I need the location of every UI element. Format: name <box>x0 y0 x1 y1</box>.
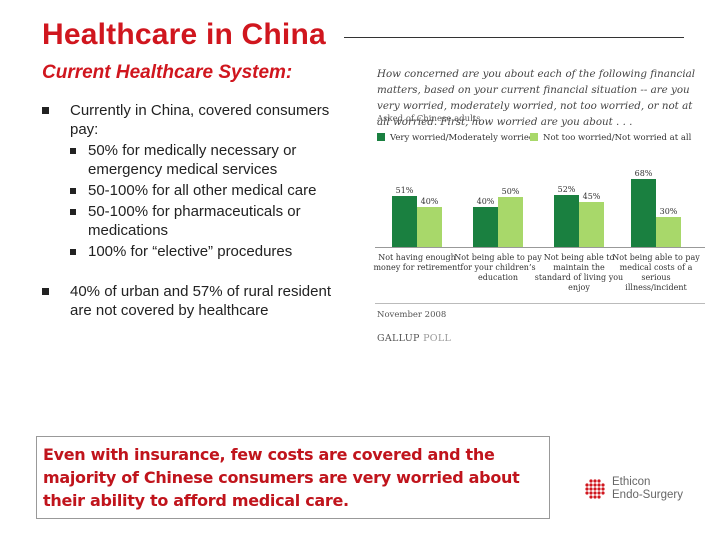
chart-data-label: 40% <box>477 197 495 206</box>
slide-subtitle: Current Healthcare System: <box>42 62 293 83</box>
bullet-text: 40% of urban and 57% of rural resident a… <box>70 283 331 319</box>
chart-bar <box>417 207 442 247</box>
bullet-square-icon <box>70 209 76 215</box>
legend-label: Not too worried/Not worried at all <box>543 133 692 143</box>
bullet-item: Currently in China, covered consumers pa… <box>42 101 342 139</box>
chart-data-label: 51% <box>396 186 414 195</box>
ethicon-logo-icon <box>585 479 605 499</box>
sub-bullet-text: 50-100% for all other medical care <box>88 182 317 199</box>
chart-bar <box>392 196 417 247</box>
source-poll: POLL <box>423 333 452 344</box>
logo-line-1: Ethicon <box>612 476 651 488</box>
slide-title: Healthcare in China <box>42 18 326 51</box>
chart-bar <box>579 202 604 247</box>
bullet-square-icon <box>70 188 76 194</box>
bullet-item: 40% of urban and 57% of rural resident a… <box>42 282 342 320</box>
bullet-text: Currently in China, covered consumers pa… <box>70 102 330 138</box>
chart-data-label: 30% <box>660 207 678 216</box>
chart-bar <box>473 207 498 247</box>
legend-swatch-light <box>530 133 538 141</box>
chart-source: GALLUP POLL <box>377 333 451 344</box>
source-gallup: GALLUP <box>377 333 420 344</box>
chart-data-label: 45% <box>583 192 601 201</box>
chart-data-label: 50% <box>502 187 520 196</box>
legend-item-not-worried: Not too worried/Not worried at all <box>530 133 691 143</box>
chart-category-label: Not being able to pay for your children’s… <box>454 253 542 282</box>
chart-subtitle: Asked of Chinese adults <box>377 114 481 124</box>
sub-bullet-text: 50% for medically necessary or emergency… <box>88 142 297 178</box>
legend-label: Very worried/Moderately worried <box>390 133 535 143</box>
chart-plot: 51% 40% 40% 50% 52% 45% 68% 30% Not having enoug… <box>373 169 705 304</box>
bullet-square-icon <box>42 107 49 114</box>
chart-category-label: Not being able to maintain the standard of… <box>535 253 623 292</box>
bullet-square-icon <box>42 288 49 295</box>
sub-bullet-text: 100% for “elective” procedures <box>88 243 293 260</box>
callout-box: Even with insurance, few costs are cover… <box>36 436 550 519</box>
title-divider <box>344 37 684 38</box>
bullet-square-icon <box>70 249 76 255</box>
sub-bullet-text: 50-100% for pharmaceuticals or medicatio… <box>88 203 301 239</box>
chart-title: How concerned are you about each of the … <box>377 68 696 128</box>
sub-bullet-item: 50% for medically necessary or emergency… <box>70 141 342 179</box>
ethicon-logo-text: Ethicon Endo-Surgery <box>612 476 683 502</box>
callout-text: Even with insurance, few costs are cover… <box>43 445 520 510</box>
chart-date-note: November 2008 <box>377 310 447 320</box>
chart-category-label: Not having enough money for retirement <box>373 253 461 272</box>
chart-bar <box>656 217 681 247</box>
chart-data-label: 68% <box>635 169 653 178</box>
sub-bullet-item: 100% for “elective” procedures <box>70 242 342 261</box>
legend-swatch-dark <box>377 133 385 141</box>
bullet-square-icon <box>70 148 76 154</box>
chart-bar <box>631 179 656 247</box>
gallup-chart: How concerned are you about each of the … <box>372 66 708 356</box>
sub-bullet-item: 50-100% for all other medical care <box>70 181 342 200</box>
logo-line-2: Endo-Surgery <box>612 489 683 501</box>
chart-bar <box>554 195 579 247</box>
chart-bar <box>498 197 523 247</box>
chart-data-label: 40% <box>421 197 439 206</box>
ethicon-logo: Ethicon Endo-Surgery <box>583 476 695 516</box>
sub-bullet-item: 50-100% for pharmaceuticals or medicatio… <box>70 202 342 240</box>
bullet-list: Currently in China, covered consumers pa… <box>42 101 342 320</box>
chart-data-label: 52% <box>558 185 576 194</box>
legend-item-very-worried: Very worried/Moderately worried <box>377 133 534 143</box>
